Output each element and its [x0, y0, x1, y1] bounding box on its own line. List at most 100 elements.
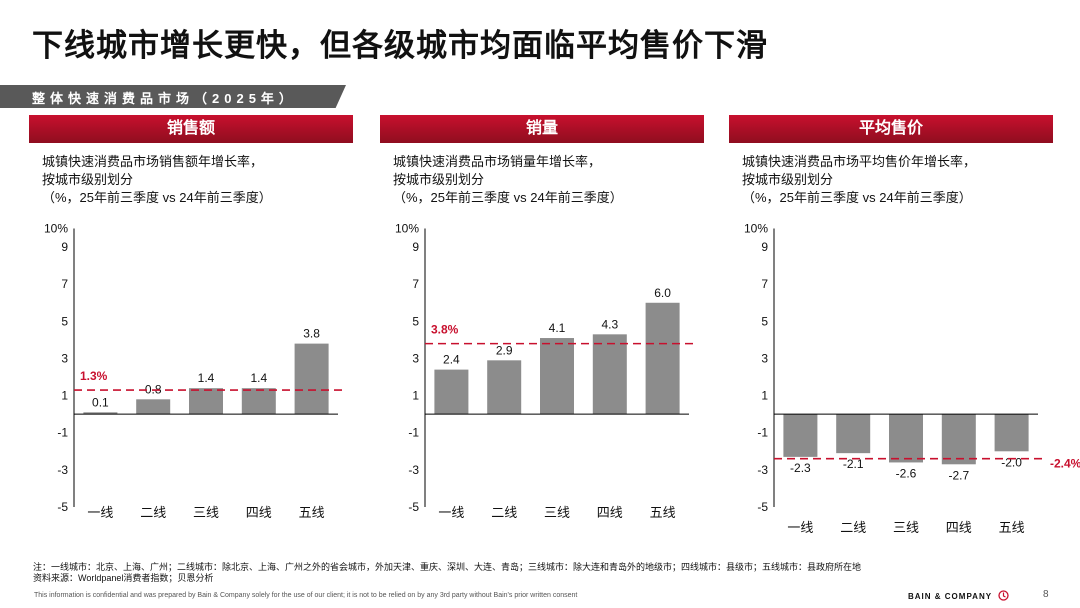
- data-label: 4.3: [601, 317, 618, 331]
- category-label: 四线: [246, 505, 272, 520]
- data-label: -2.6: [896, 466, 917, 480]
- bar: [592, 334, 627, 415]
- panel-asp: 平均售价 城镇快速消费品市场平均售价年增长率， 按城市级别划分 （%，25年前三…: [729, 115, 1080, 550]
- subtitle-line: （%，25年前三季度 vs 24年前三季度）: [742, 190, 972, 205]
- panel-volume: 销量 城镇快速消费品市场销量年增长率， 按城市级别划分 （%，25年前三季度 v…: [380, 115, 704, 550]
- category-label: 三线: [193, 505, 219, 520]
- y-tick-label: -1: [757, 426, 768, 440]
- y-tick-label: 1: [61, 389, 68, 403]
- bar: [783, 414, 818, 457]
- bar: [136, 399, 171, 415]
- subtitle-line: 城镇快速消费品市场销量年增长率，: [393, 154, 602, 169]
- data-label: -2.1: [843, 457, 864, 471]
- page-title: 下线城市增长更快，但各级城市均面临平均售价下滑: [32, 28, 768, 63]
- bar: [241, 388, 276, 415]
- subtitle-line: 按城市级别划分: [742, 172, 834, 187]
- data-label: 0.1: [92, 395, 109, 409]
- y-tick-label: 9: [412, 240, 419, 254]
- data-label: -2.3: [790, 461, 811, 475]
- y-tick-label: -3: [757, 463, 768, 477]
- average-label: -2.4%: [1050, 457, 1080, 471]
- panel-header: 销量: [380, 115, 704, 143]
- source-notes: 注：一线城市：北京、上海、广州；二线城市：除北京、上海、广州之外的省会城市，外加…: [33, 562, 861, 584]
- panel-subtitle: 城镇快速消费品市场销售额年增长率， 按城市级别划分 （%，25年前三季度 vs …: [42, 153, 272, 207]
- section-banner-label: 整体快速消费品市场（2025年）: [32, 91, 297, 106]
- y-tick-label: 9: [61, 240, 68, 254]
- bar: [434, 369, 469, 415]
- data-label: 2.9: [496, 343, 513, 357]
- y-tick-label: 7: [61, 277, 68, 291]
- category-label: 一线: [87, 505, 113, 520]
- category-label: 三线: [893, 520, 919, 535]
- data-label: 4.1: [549, 321, 566, 335]
- category-label: 四线: [946, 520, 972, 535]
- bar-chart-sales: 10%97531-1-3-50.1一线0.8二线1.4三线1.4四线3.8五线1…: [44, 222, 346, 520]
- panel-subtitle: 城镇快速消费品市场平均售价年增长率， 按城市级别划分 （%，25年前三季度 vs…: [742, 153, 976, 207]
- y-tick-label: -3: [408, 463, 419, 477]
- source-line: 资料来源：Worldpanel消费者指数；贝恩分析: [33, 573, 214, 583]
- y-tick-label: -3: [57, 463, 68, 477]
- category-label: 一线: [438, 505, 464, 520]
- y-tick-label: -5: [57, 500, 68, 514]
- data-label: 6.0: [654, 286, 671, 300]
- brand-logo: BAIN & COMPANY: [908, 590, 1009, 601]
- bar-chart-volume: 10% 9 7 5 3 1 -1 -3 -5 2.4 一线 2.9 二线 4.1 三线 4.3 四线 6.0 五线 3…: [395, 222, 697, 520]
- y-tick-label: 10%: [744, 222, 768, 236]
- y-tick-label: 9: [761, 240, 768, 254]
- panel-header: 平均售价: [729, 115, 1053, 143]
- category-label: 五线: [299, 505, 325, 520]
- bar: [83, 412, 118, 415]
- subtitle-line: 按城市级别划分: [42, 172, 134, 187]
- panel-sales: 销售额 城镇快速消费品市场销售额年增长率， 按城市级别划分 （%，25年前三季度…: [29, 115, 353, 550]
- category-label: 五线: [650, 505, 676, 520]
- disclaimer: This information is confidential and was…: [34, 592, 578, 599]
- data-label: -2.7: [948, 468, 969, 482]
- category-label: 二线: [840, 520, 866, 535]
- average-label: 1.3%: [80, 369, 108, 383]
- notes-line: 注：一线城市：北京、上海、广州；二线城市：除北京、上海、广州之外的省会城市，外加…: [33, 562, 862, 572]
- category-label: 一线: [787, 520, 813, 535]
- y-tick-label: 5: [761, 314, 768, 328]
- bar-chart-asp: 10% 9 7 5 3 1 -1 -3 -5 -2.3 一线 -2.1 二线 -2.6 三线 -2.7 四线 -2…: [744, 222, 1080, 536]
- subtitle-line: （%，25年前三季度 vs 24年前三季度）: [42, 190, 272, 205]
- y-tick-label: -5: [757, 500, 768, 514]
- bar: [189, 388, 223, 415]
- average-label: 3.8%: [431, 323, 459, 337]
- bar: [941, 414, 976, 465]
- category-label: 二线: [140, 505, 166, 520]
- data-label: 1.4: [250, 371, 267, 385]
- y-tick-label: 5: [412, 314, 419, 328]
- data-label: 3.8: [303, 327, 320, 341]
- category-label: 五线: [999, 520, 1025, 535]
- y-tick-label: 1: [761, 389, 768, 403]
- data-label: -2.0: [1001, 455, 1022, 469]
- bar: [994, 414, 1029, 452]
- y-tick-label: 10%: [395, 222, 419, 236]
- y-tick-label: 3: [761, 351, 768, 365]
- y-tick-label: 5: [61, 314, 68, 328]
- subtitle-line: （%，25年前三季度 vs 24年前三季度）: [393, 190, 623, 205]
- y-tick-label: 1: [412, 389, 419, 403]
- subtitle-line: 城镇快速消费品市场销售额年增长率，: [42, 154, 264, 169]
- y-tick-label: -1: [408, 426, 419, 440]
- y-tick-label: -1: [57, 426, 68, 440]
- panel-header: 销售额: [29, 115, 353, 143]
- bar: [487, 360, 522, 415]
- bar: [540, 338, 574, 415]
- subtitle-line: 按城市级别划分: [393, 172, 485, 187]
- y-tick-label: -5: [408, 500, 419, 514]
- data-label: 2.4: [443, 353, 460, 367]
- section-banner: 整体快速消费品市场（2025年）: [0, 85, 346, 108]
- y-tick-label: 7: [412, 277, 419, 291]
- y-tick-label: 3: [412, 351, 419, 365]
- y-tick-label: 10%: [44, 222, 68, 236]
- bar: [294, 343, 329, 415]
- subtitle-line: 城镇快速消费品市场平均售价年增长率，: [742, 154, 977, 169]
- brand-name: BAIN & COMPANY: [908, 592, 992, 601]
- bain-logo-icon: [998, 590, 1009, 601]
- data-label: 1.4: [198, 371, 215, 385]
- panel-subtitle: 城镇快速消费品市场销量年增长率， 按城市级别划分 （%，25年前三季度 vs 2…: [393, 153, 623, 207]
- bar: [836, 414, 871, 454]
- y-tick-label: 3: [61, 351, 68, 365]
- bar: [889, 414, 923, 463]
